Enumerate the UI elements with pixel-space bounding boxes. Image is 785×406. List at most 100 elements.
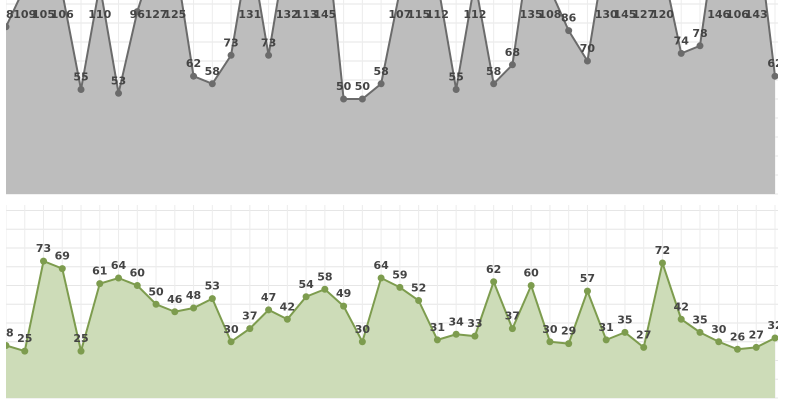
data-label: 33	[467, 317, 482, 330]
data-label: 34	[448, 315, 464, 328]
data-label: 68	[505, 46, 520, 59]
point	[771, 72, 778, 80]
point	[171, 308, 179, 316]
point	[621, 328, 629, 336]
data-label: 127	[145, 8, 168, 21]
point	[471, 332, 479, 340]
point	[265, 306, 273, 314]
data-label: 62	[767, 57, 782, 70]
data-label: 109	[13, 8, 36, 21]
point	[696, 328, 704, 336]
point	[133, 8, 141, 16]
data-label: 86	[561, 12, 577, 25]
data-label: 135	[520, 8, 543, 21]
data-label: 96	[130, 8, 146, 21]
point	[358, 338, 366, 346]
data-label: 42	[280, 300, 295, 313]
point	[508, 61, 516, 69]
point	[246, 325, 254, 333]
data-label: 55	[73, 71, 88, 84]
data-label: 50	[355, 80, 371, 93]
data-label: 108	[538, 8, 561, 21]
point	[77, 86, 85, 93]
point	[6, 342, 10, 349]
data-label: 60	[524, 267, 540, 280]
point	[377, 80, 385, 88]
data-label: 29	[561, 325, 576, 338]
data-label: 106	[51, 8, 74, 21]
data-label: 72	[655, 244, 670, 257]
data-label: 73	[36, 242, 51, 255]
point	[321, 285, 329, 293]
point	[190, 72, 198, 80]
point	[115, 89, 123, 97]
point	[358, 95, 366, 103]
data-label: 105	[32, 8, 55, 21]
point	[583, 57, 591, 65]
data-label: 50	[336, 80, 352, 93]
point	[96, 280, 104, 288]
data-label: 30	[223, 323, 239, 336]
point	[377, 274, 385, 282]
data-label: 30	[542, 323, 558, 336]
point	[40, 257, 48, 265]
data-label: 145	[313, 8, 336, 21]
data-label: 146	[707, 8, 730, 21]
point	[752, 343, 760, 351]
data-label: 48	[186, 289, 201, 302]
point	[490, 80, 498, 88]
data-label: 61	[92, 265, 107, 278]
data-label: 25	[17, 332, 32, 345]
data-label: 35	[692, 313, 707, 326]
data-label: 42	[674, 300, 689, 313]
point	[602, 336, 610, 344]
point	[565, 340, 573, 348]
point	[77, 347, 85, 355]
data-label: 132	[276, 8, 299, 21]
point	[133, 282, 141, 289]
point	[733, 345, 741, 353]
data-label: 130	[595, 8, 618, 21]
point	[658, 259, 666, 267]
data-label: 58	[486, 65, 501, 78]
point	[283, 315, 291, 323]
point	[640, 343, 648, 351]
data-label: 62	[186, 57, 201, 70]
point	[508, 325, 516, 333]
point	[58, 265, 66, 273]
point	[490, 278, 498, 286]
data-label: 70	[580, 42, 596, 55]
data-label: 64	[111, 259, 127, 272]
data-label: 115	[407, 8, 430, 21]
data-label: 112	[426, 8, 449, 21]
point	[152, 300, 160, 308]
data-label: 52	[411, 282, 426, 295]
data-label: 88	[0, 8, 14, 21]
point	[265, 51, 273, 59]
data-label: 62	[486, 263, 501, 276]
data-label: 49	[336, 287, 351, 300]
point	[677, 315, 685, 323]
data-label: 32	[767, 319, 782, 332]
data-label: 60	[130, 267, 146, 280]
data-label: 35	[617, 313, 632, 326]
data-label: 145	[613, 8, 636, 21]
data-label: 31	[599, 321, 614, 334]
point	[715, 338, 723, 346]
data-label: 127	[632, 8, 655, 21]
data-label: 73	[223, 36, 238, 49]
point	[302, 293, 310, 301]
data-label: 28	[0, 327, 14, 340]
data-label: 30	[711, 323, 727, 336]
data-label: 107	[388, 8, 411, 21]
data-label: 78	[692, 27, 707, 40]
point	[452, 86, 460, 93]
data-label: 113	[295, 8, 318, 21]
data-label: 131	[238, 8, 261, 21]
data-label: 53	[205, 280, 220, 293]
data-label: 120	[651, 8, 674, 21]
point	[452, 330, 460, 338]
